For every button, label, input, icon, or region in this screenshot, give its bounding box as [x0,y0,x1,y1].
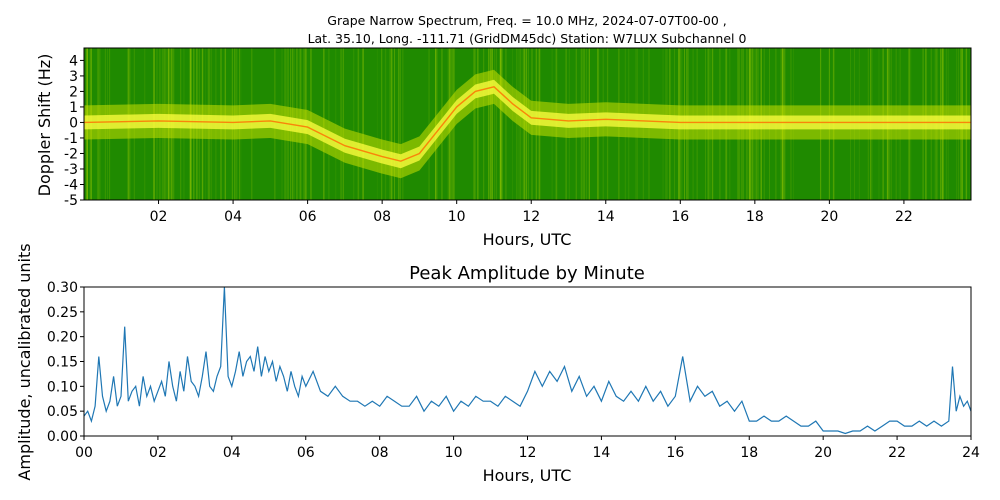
spectrogram-doppler-spread [84,69,971,179]
amplitude-ylabel: Amplitude, uncalibrated units [15,243,34,480]
amplitude-title: Peak Amplitude by Minute [409,263,645,284]
amplitude-ytick-label: 0.10 [47,379,78,395]
amplitude-ytick-label: 0.20 [47,330,78,346]
spectrogram-xtick-label: 10 [448,209,466,225]
spectrogram-frame [83,47,972,201]
amplitude-xtick-label: 04 [223,445,241,461]
spectrogram-xtick-label: 04 [224,209,242,225]
amplitude-x-ticks: 00 02 04 06 08 10 12 14 16 18 20 22 24 [75,436,980,461]
spectrogram-xtick-label: 06 [299,209,317,225]
spectrogram-ytick-label: 0 [69,115,78,131]
spectrogram-xtick-label: 08 [373,209,391,225]
amplitude-ytick-label: 0.25 [47,305,78,321]
amplitude-xtick-label: 18 [740,445,758,461]
spectrogram-ytick-label: 2 [69,84,78,100]
spectrogram-xtick-label: 18 [746,209,764,225]
amplitude-xtick-label: 06 [297,445,315,461]
spectrogram-image [84,48,971,200]
spectrogram-ytick-label: -2 [64,146,78,162]
spectrogram-ytick-label: 1 [69,100,78,116]
spectrogram-ytick-label: 3 [69,69,78,85]
spectrogram-ytick-label: -4 [64,177,78,193]
spectrogram-xtick-label: 16 [671,209,689,225]
amplitude-series-line [84,287,971,435]
amplitude-xtick-label: 10 [445,445,463,461]
amplitude-xtick-label: 08 [371,445,389,461]
amplitude-ytick-label: 0.15 [47,355,78,371]
spectrogram-ytick-label: 4 [69,53,78,69]
spectrogram-xtick-label: 02 [150,209,168,225]
spectrogram-ylabel: Doppler Shift (Hz) [35,54,54,197]
spectrogram-xtick-label: 12 [522,209,540,225]
amplitude-xtick-label: 00 [75,445,93,461]
spectrogram-xtick-label: 14 [597,209,615,225]
amplitude-xtick-label: 14 [593,445,611,461]
amplitude-plot-area [84,287,971,435]
amplitude-ytick-label: 0.00 [47,429,78,445]
spectrogram-carrier-trace [84,86,971,162]
amplitude-xtick-label: 12 [519,445,537,461]
amplitude-frame [83,286,972,437]
amplitude-xtick-label: 02 [149,445,167,461]
spectrogram-ytick-label: -1 [64,131,78,147]
amplitude-xtick-label: 24 [962,445,980,461]
spectrogram-x-ticks: 02 04 06 08 10 12 14 16 18 20 22 [150,200,913,225]
spectrogram-ytick-label: -5 [64,193,78,209]
amplitude-ytick-label: 0.05 [47,404,78,420]
amplitude-xtick-label: 22 [888,445,906,461]
amplitude-y-ticks: 0.00 0.05 0.10 0.15 0.20 0.25 0.30 [47,280,84,445]
amplitude-panel: Peak Amplitude by Minute 0.00 0.05 0.10 0.1… [15,243,980,485]
spectrogram-xlabel: Hours, UTC [483,230,572,249]
spectrogram-xtick-label: 20 [820,209,838,225]
amplitude-ytick-label: 0.30 [47,280,78,296]
spectrogram-xtick-label: 22 [895,209,913,225]
amplitude-xlabel: Hours, UTC [483,466,572,485]
amplitude-xtick-label: 20 [814,445,832,461]
spectrum-title-line2: Lat. 35.10, Long. -111.71 (GridDM45dc) S… [308,31,747,46]
spectrum-title-line1: Grape Narrow Spectrum, Freq. = 10.0 MHz,… [327,13,726,28]
amplitude-xtick-label: 16 [666,445,684,461]
spectrogram-ytick-label: -3 [64,162,78,178]
